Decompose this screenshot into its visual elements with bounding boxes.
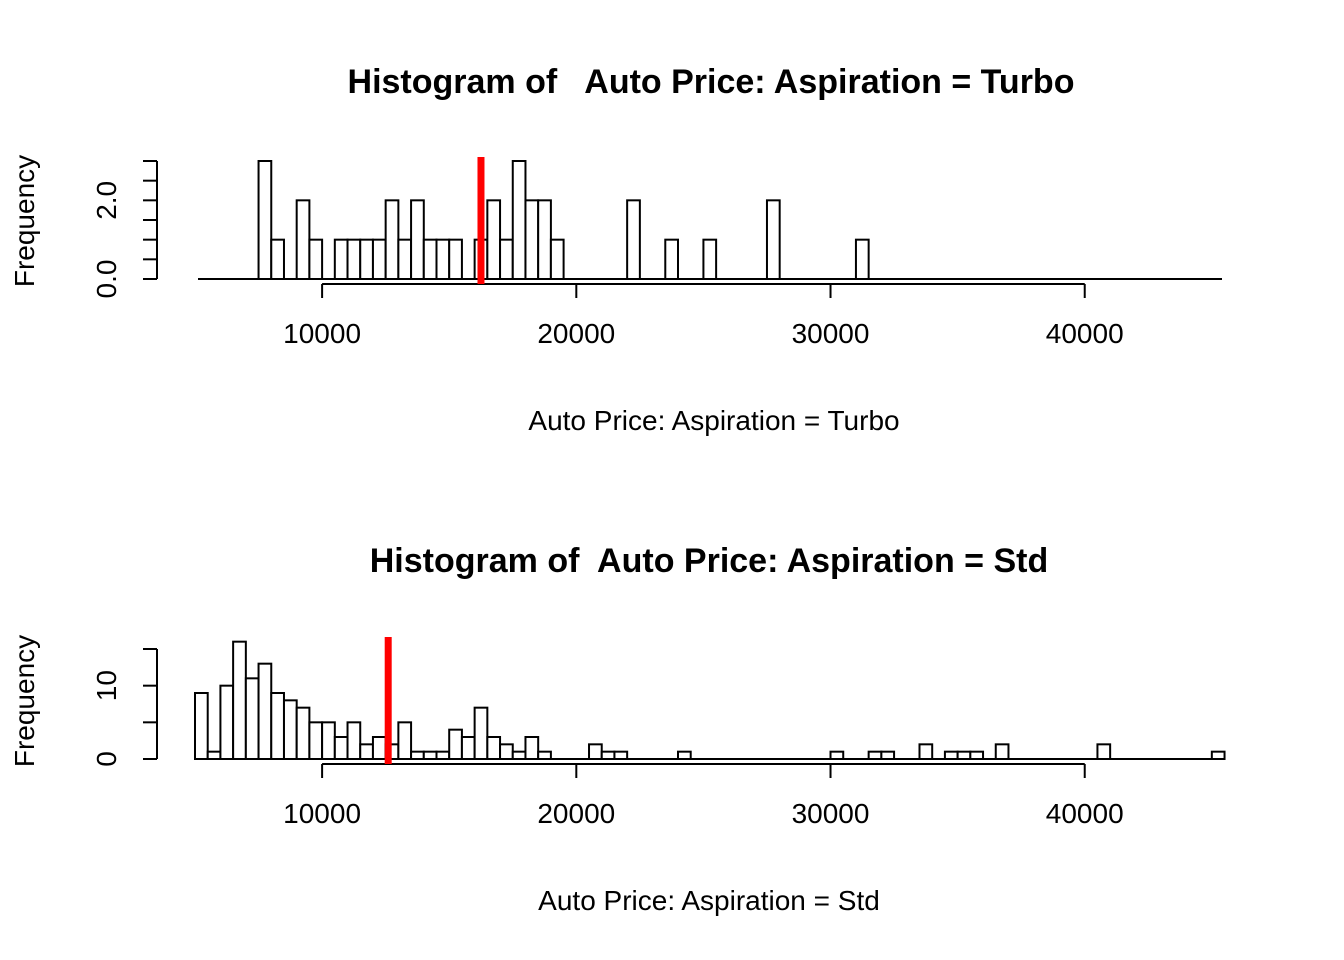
- y-tick-label: 2.0: [91, 181, 122, 220]
- histogram-bar: [945, 752, 958, 759]
- x-tick-label: 30000: [792, 318, 870, 349]
- histogram-bar: [487, 200, 500, 279]
- histogram-bar: [322, 722, 335, 759]
- histogram-bar: [335, 737, 348, 759]
- histogram-bar: [513, 161, 526, 279]
- histogram-bar: [398, 722, 411, 759]
- chart-title: Histogram of Auto Price: Aspiration = Tu…: [348, 63, 1075, 101]
- histogram-bar: [487, 737, 500, 759]
- histogram-bar: [703, 240, 716, 279]
- histogram-bar: [462, 737, 475, 759]
- histogram-bar: [309, 722, 322, 759]
- histogram-bar: [411, 752, 424, 759]
- chart-title: Histogram of Auto Price: Aspiration = St…: [370, 542, 1049, 580]
- histogram-bar: [856, 240, 869, 279]
- y-tick-label: 0.0: [91, 260, 122, 299]
- histogram-bar: [424, 752, 437, 759]
- histogram-bar: [589, 744, 602, 759]
- histogram-bar: [309, 240, 322, 279]
- y-tick-label: 10: [91, 670, 122, 701]
- histogram-bar: [538, 200, 551, 279]
- histogram-bar: [449, 730, 462, 759]
- histogram-bar: [348, 722, 361, 759]
- histogram-bar: [297, 708, 310, 759]
- histogram-bar: [436, 240, 449, 279]
- y-axis-label: Frequency: [9, 635, 40, 767]
- histogram-bar: [348, 240, 361, 279]
- histogram-bar: [500, 744, 513, 759]
- histogram-bar: [475, 708, 488, 759]
- histogram-bar: [284, 700, 297, 759]
- histogram-bar: [919, 744, 932, 759]
- histogram-bar: [678, 752, 691, 759]
- histogram-bar: [551, 240, 564, 279]
- x-axis-label: Auto Price: Aspiration = Turbo: [528, 405, 899, 436]
- histogram-bar: [208, 752, 221, 759]
- histogram-bar: [869, 752, 882, 759]
- x-tick-label: 30000: [792, 798, 870, 829]
- x-tick-label: 40000: [1046, 318, 1124, 349]
- histogram-bar: [449, 240, 462, 279]
- histogram-panel-std: Histogram of Auto Price: Aspiration = St…: [9, 542, 1225, 916]
- histogram-bar: [525, 737, 538, 759]
- histogram-bar: [424, 240, 437, 279]
- y-tick-label: 0: [91, 751, 122, 767]
- histogram-panel-turbo: Histogram of Auto Price: Aspiration = Tu…: [9, 63, 1222, 436]
- histogram-bar: [767, 200, 780, 279]
- histogram-bar: [360, 744, 373, 759]
- y-axis-label: Frequency: [9, 155, 40, 287]
- histogram-bar: [386, 200, 399, 279]
- histogram-bar: [335, 240, 348, 279]
- x-tick-label: 10000: [283, 798, 361, 829]
- histogram-bar: [220, 686, 233, 759]
- histogram-bar: [513, 752, 526, 759]
- histogram-bar: [996, 744, 1009, 759]
- histogram-bar: [831, 752, 844, 759]
- histogram-bar: [500, 240, 513, 279]
- histogram-bar: [259, 161, 272, 279]
- histogram-bar: [398, 240, 411, 279]
- histogram-bar: [246, 678, 259, 759]
- histogram-bar: [271, 693, 284, 759]
- histogram-bar: [436, 752, 449, 759]
- histogram-bar: [411, 200, 424, 279]
- histogram-bar: [970, 752, 983, 759]
- histogram-bar: [525, 200, 538, 279]
- histogram-bar: [614, 752, 627, 759]
- histogram-bar: [297, 200, 310, 279]
- histogram-bar: [1097, 744, 1110, 759]
- x-tick-label: 10000: [283, 318, 361, 349]
- histogram-bar: [271, 240, 284, 279]
- histogram-bar: [627, 200, 640, 279]
- histogram-bar: [602, 752, 615, 759]
- x-tick-label: 20000: [537, 318, 615, 349]
- x-tick-label: 40000: [1046, 798, 1124, 829]
- histogram-bar: [360, 240, 373, 279]
- histogram-bar: [195, 693, 208, 759]
- x-axis-label: Auto Price: Aspiration = Std: [538, 885, 880, 916]
- histogram-bar: [233, 642, 246, 759]
- histogram-bar: [373, 240, 386, 279]
- histogram-bar: [958, 752, 971, 759]
- x-tick-label: 20000: [537, 798, 615, 829]
- histogram-bar: [665, 240, 678, 279]
- histogram-bar: [881, 752, 894, 759]
- histogram-bar: [1212, 752, 1225, 759]
- histogram-bar: [259, 664, 272, 759]
- histogram-bar: [373, 737, 386, 759]
- histogram-bar: [538, 752, 551, 759]
